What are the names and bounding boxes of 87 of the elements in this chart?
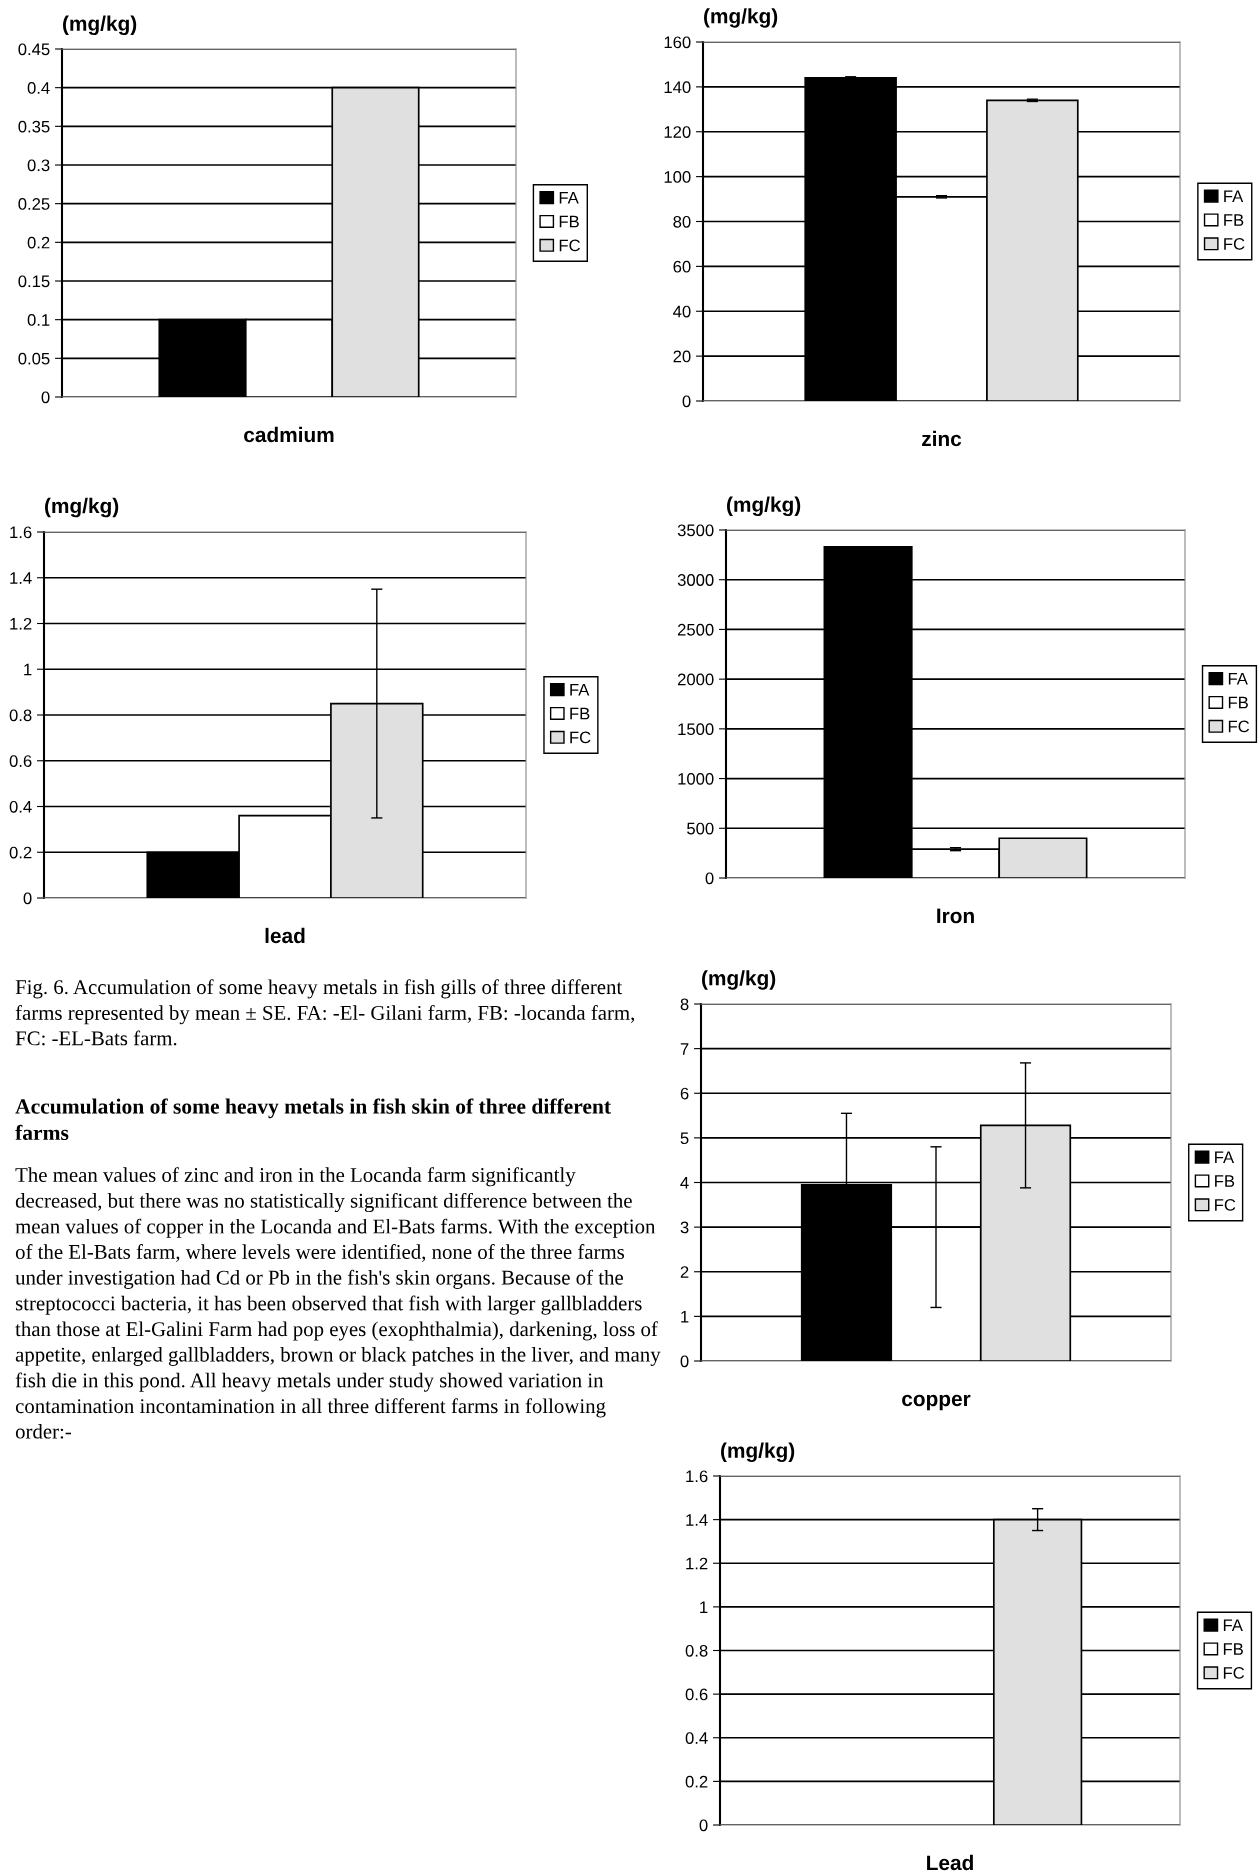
legend-label: FA <box>559 191 579 204</box>
y-tick-label: 0.2 <box>27 236 50 249</box>
y-tick-label: 7 <box>680 1043 689 1055</box>
y-tick-label: 0 <box>705 872 714 885</box>
y-axis-title: (mg/kg) <box>727 496 801 517</box>
y-tick-label: 3000 <box>677 574 714 586</box>
y-tick-label: 0.2 <box>9 846 32 859</box>
y-axis-title: (mg/kg) <box>702 970 776 990</box>
x-axis-title: Lead <box>927 1854 973 1871</box>
y-tick-label: 0.4 <box>27 82 50 94</box>
y-tick-label: 0.35 <box>18 120 50 133</box>
legend-label: FC <box>559 239 580 252</box>
y-tick-label: 2500 <box>677 623 714 636</box>
legend-label: FC <box>1215 1199 1236 1211</box>
y-tick-label: 0.6 <box>9 755 32 767</box>
y-tick-label: 0.45 <box>18 43 50 56</box>
legend-label: FB <box>570 707 590 720</box>
y-tick-label: 0.3 <box>27 159 50 172</box>
legend-label: FA <box>570 683 590 696</box>
y-tick-label: 8 <box>680 998 689 1011</box>
y-tick-label: 1.6 <box>10 526 32 539</box>
x-axis-title: zinc <box>922 430 962 447</box>
x-axis-title: Iron <box>937 908 974 924</box>
y-tick-label: 0.6 <box>685 1688 708 1701</box>
y-tick-label: 40 <box>673 305 691 318</box>
y-tick-label: 1000 <box>678 772 714 785</box>
y-tick-label: 0 <box>41 391 50 404</box>
y-tick-label: 1 <box>681 1310 689 1323</box>
y-tick-label: 0.8 <box>9 709 32 722</box>
y-tick-label: 4 <box>680 1177 689 1189</box>
y-tick-label: 3500 <box>677 524 714 537</box>
y-tick-label: 1.4 <box>686 1514 708 1526</box>
y-tick-label: 0.25 <box>18 198 50 210</box>
y-axis-title: (mg/kg) <box>63 15 137 36</box>
y-tick-label: 1.6 <box>686 1470 708 1483</box>
y-tick-label: 0 <box>23 892 32 905</box>
y-tick-label: 2000 <box>677 673 714 686</box>
legend-label: FC <box>1224 238 1245 250</box>
legend-label: FA <box>1223 1619 1243 1631</box>
y-tick-label: 0.1 <box>27 314 50 326</box>
y-tick-label: 1.4 <box>10 572 32 584</box>
y-axis-title: (mg/kg) <box>45 497 119 518</box>
legend-label: FA <box>1224 190 1244 202</box>
y-tick-label: 0.8 <box>685 1644 708 1657</box>
caption: Fig. 6. Accumulation of some heavy metals in fish gills of three different farms represented by mean ± SE. FA: -El- Gilani farm, FB: -locanda farm, FC: -EL-Bats farm. <box>15 979 635 1046</box>
legend-label: FC <box>570 731 591 744</box>
legend-label: FC <box>1228 720 1250 733</box>
y-axis-title: (mg/kg) <box>704 8 778 28</box>
y-tick-label: 6 <box>680 1087 689 1100</box>
legend-label: FB <box>559 215 579 228</box>
y-tick-label: 120 <box>664 126 691 138</box>
x-axis-title: copper <box>902 1394 971 1411</box>
y-axis-title: (mg/kg) <box>721 1442 795 1463</box>
y-tick-label: 5 <box>680 1132 689 1145</box>
text: Accumulation of some heavy metals in fish skin of three different farms <box>15 1098 611 1141</box>
y-tick-label: 60 <box>673 260 691 273</box>
y-tick-label: 100 <box>664 171 691 183</box>
legend-label: FC <box>1223 1667 1245 1679</box>
legend-label: FA <box>1215 1151 1235 1163</box>
y-tick-label: 140 <box>664 81 691 94</box>
y-tick-label: 1 <box>700 1601 708 1613</box>
y-tick-label: 80 <box>673 215 691 228</box>
y-tick-label: 20 <box>673 350 691 363</box>
y-tick-label: 0.4 <box>9 800 32 813</box>
y-tick-label: 0.05 <box>18 352 50 365</box>
y-tick-label: 160 <box>664 36 691 49</box>
y-tick-label: 0 <box>682 395 691 408</box>
y-tick-label: 0 <box>699 1819 708 1832</box>
legend-label: FB <box>1228 696 1248 709</box>
y-tick-label: 0.2 <box>685 1775 708 1788</box>
legend-label: FA <box>1228 672 1248 685</box>
y-tick-label: 1.2 <box>686 1557 708 1570</box>
x-axis-title: cadmium <box>244 426 334 443</box>
y-tick-label: 1500 <box>678 723 714 736</box>
y-tick-label: 0 <box>680 1355 689 1368</box>
legend-label: FB <box>1215 1175 1235 1187</box>
y-tick-label: 2 <box>680 1266 689 1278</box>
y-tick-label: 500 <box>687 822 714 835</box>
y-tick-label: 1.2 <box>10 617 32 630</box>
y-tick-label: 0.4 <box>685 1732 708 1744</box>
legend-label: FB <box>1223 1643 1243 1655</box>
text: The mean values of zinc and iron in the Locanda farm significantly decreased, but there was no statistically significant difference between the mean values of copper in the Locanda and El-Bats farms. With the exception of the El-Bats farm, where levels were identified, none of the three farms under investigation had Cd or Pb in the fish's skin organs. Because of the streptococci bacteria, it has been observed that fish with larger gallbladders than those at El-Galini Farm had pop eyes (exophthalmia), darkening, loss of appetite, enlarged gallbladders, brown or black patches in the liver, and many fish die in this pond. All heavy metals under study showed variation in contamination incontamination in all three different farms in following order:- <box>15 1167 661 1439</box>
y-tick-label: 1 <box>24 663 32 676</box>
y-tick-label: 3 <box>680 1221 689 1234</box>
y-tick-label: 0.15 <box>18 275 50 288</box>
legend-label: FB <box>1224 214 1244 226</box>
x-axis-title: lead <box>265 927 305 944</box>
